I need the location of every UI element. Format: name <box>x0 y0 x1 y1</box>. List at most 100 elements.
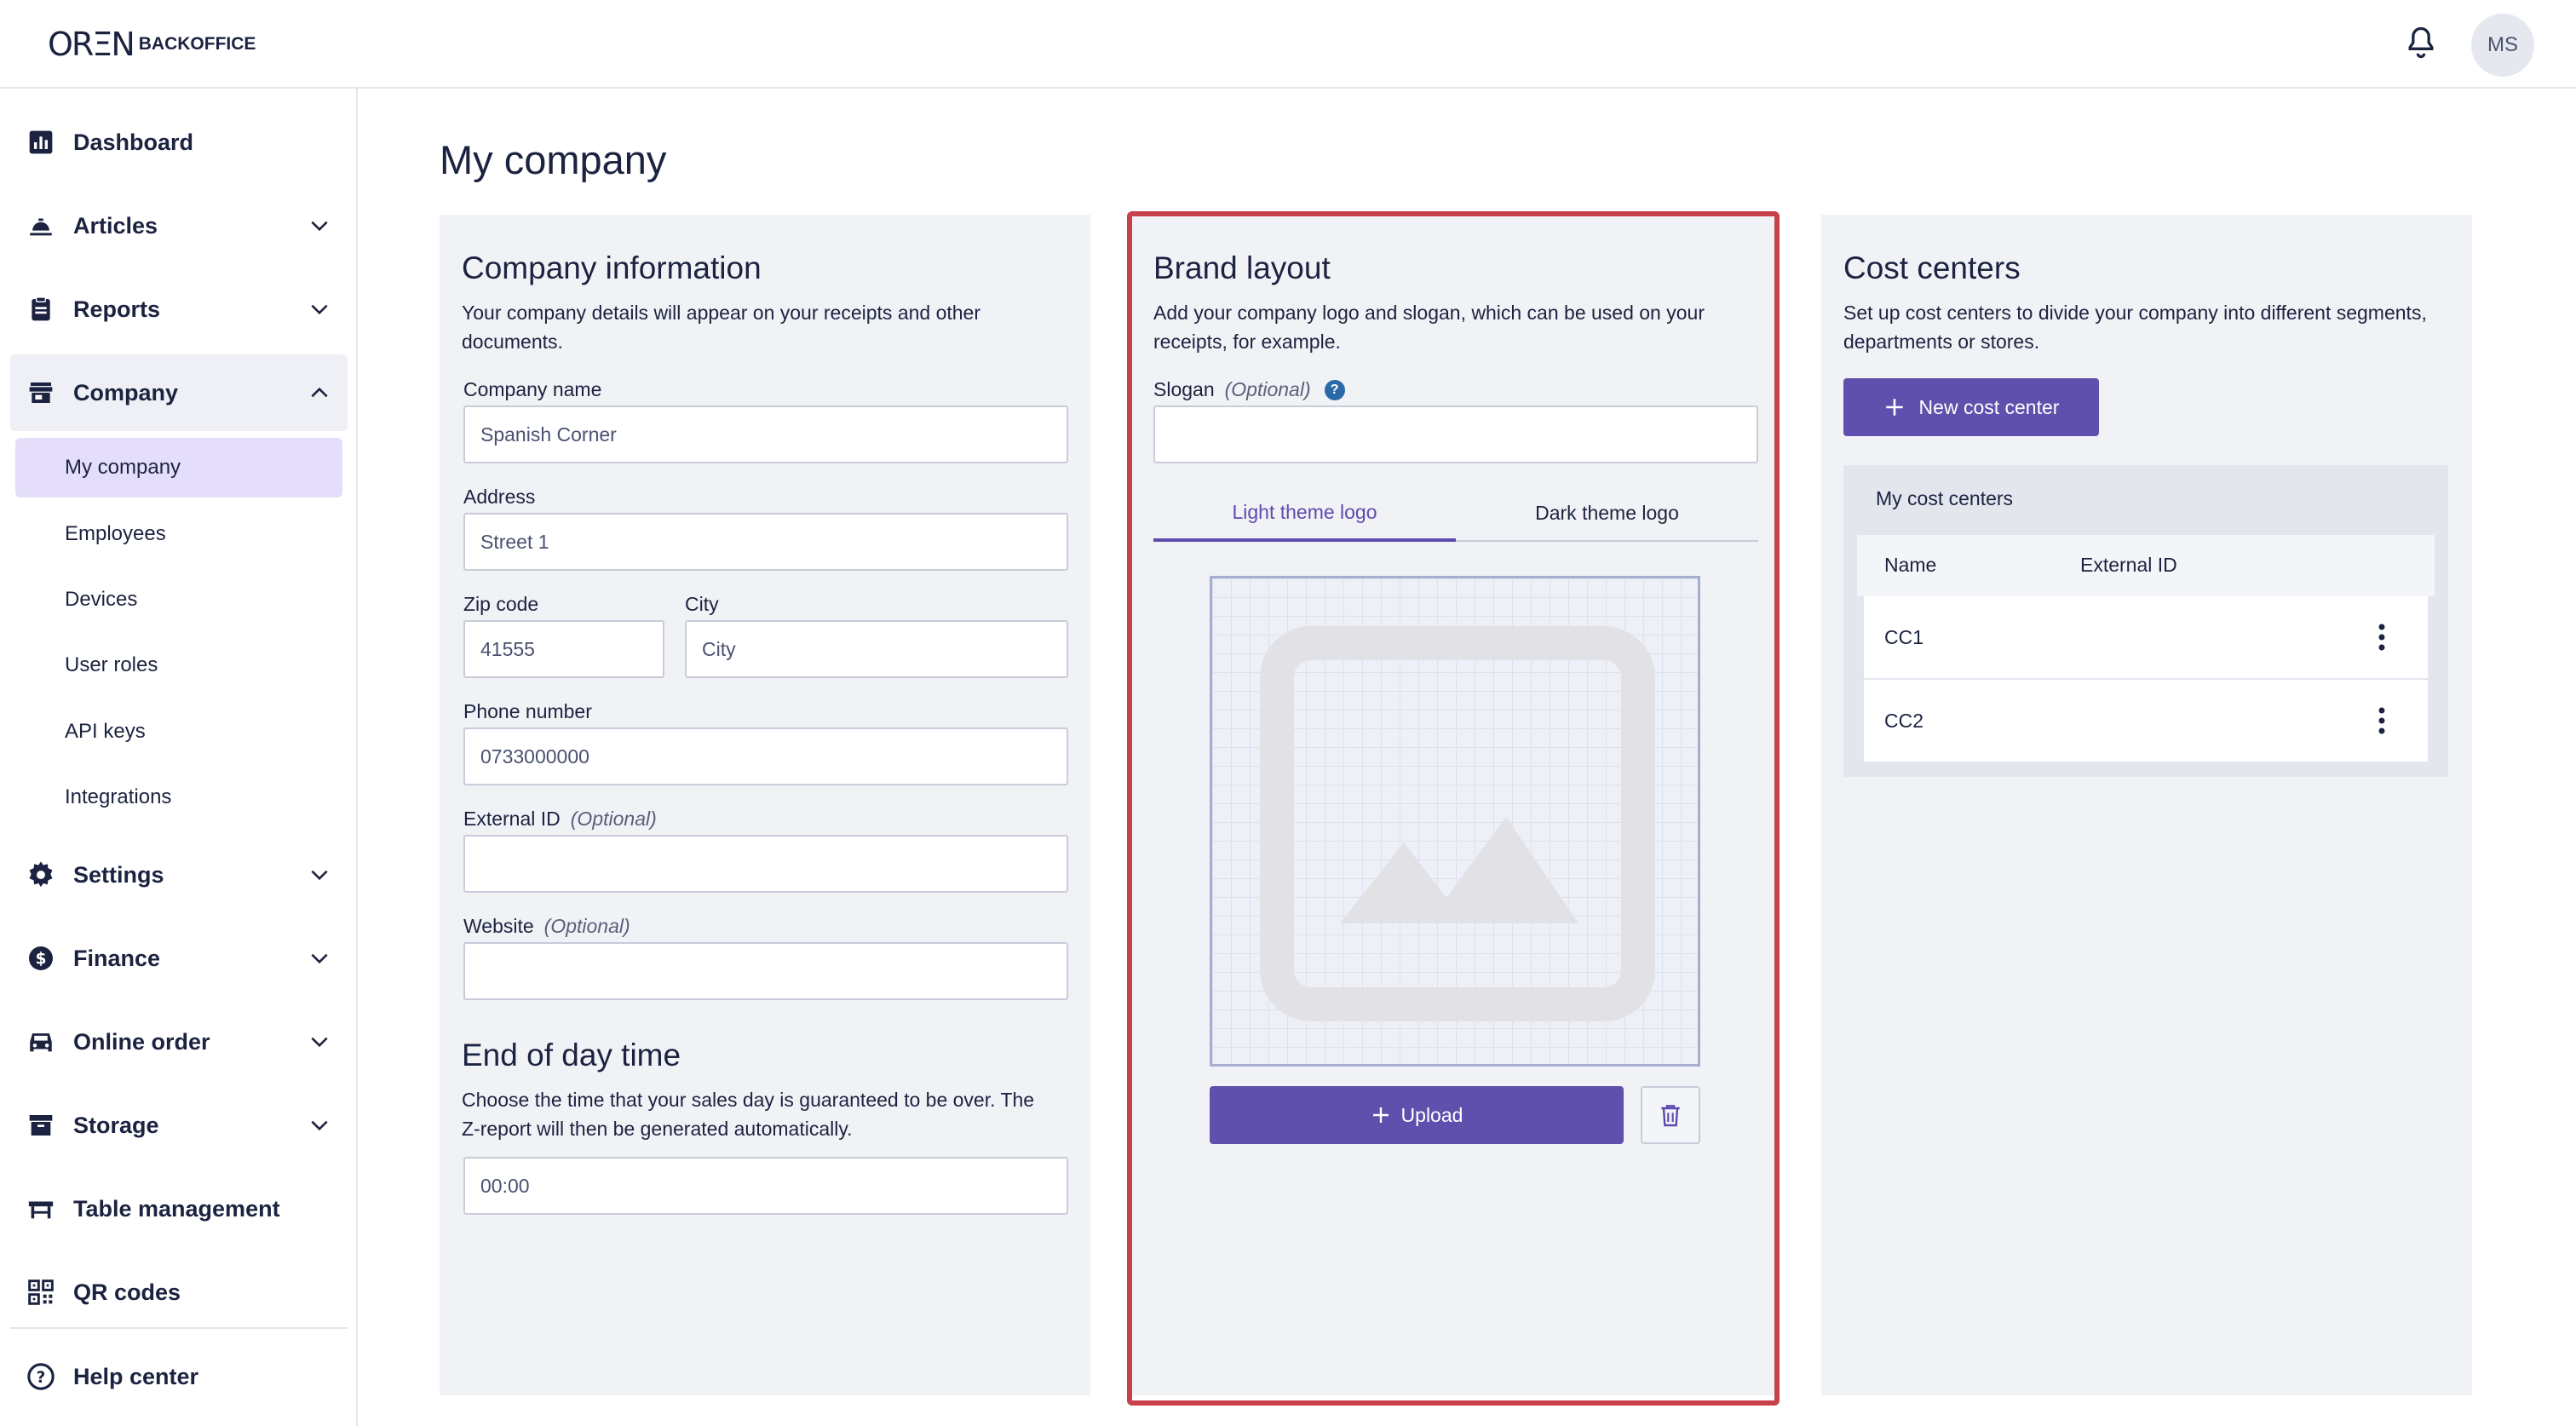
new-cost-center-label: New cost center <box>1918 395 2060 418</box>
logo-mark: ORΞN <box>48 26 135 63</box>
dashboard-icon <box>24 125 58 159</box>
address-label: Address <box>463 486 536 508</box>
upload-button-label: Upload <box>1400 1103 1463 1126</box>
upload-button[interactable]: Upload <box>1210 1086 1624 1144</box>
sidebar-item-help-center[interactable]: ? Help center <box>10 1338 348 1415</box>
card-title: Company information <box>462 250 762 285</box>
image-placeholder-icon <box>1260 626 1655 1021</box>
company-information-card: Company information Your company details… <box>440 215 1090 1395</box>
tab-light-theme-logo[interactable]: Light theme logo <box>1153 486 1456 542</box>
optional-hint: (Optional) <box>543 915 630 937</box>
sidebar-item-storage[interactable]: Storage <box>10 1087 348 1164</box>
card-title: Brand layout <box>1153 250 1331 285</box>
storage-icon <box>24 1108 58 1142</box>
sidebar-item-label: Settings <box>73 861 164 888</box>
trash-icon <box>1661 1105 1680 1127</box>
sidebar-item-label: QR codes <box>73 1279 181 1305</box>
city-input[interactable]: City <box>685 620 1068 678</box>
table-row[interactable]: CC1 <box>1864 596 2428 678</box>
card-description: Set up cost centers to divide your compa… <box>1843 302 2427 353</box>
slogan-label: Slogan (Optional) ? <box>1153 378 1345 401</box>
dollar-icon: $ <box>24 941 58 975</box>
column-header-name: Name <box>1884 554 1937 576</box>
phone-number-input[interactable]: 0733000000 <box>463 727 1068 785</box>
sidebar: Dashboard Articles Reports Company My co… <box>0 89 358 1426</box>
articles-icon <box>24 209 58 243</box>
chevron-down-icon <box>311 221 328 232</box>
phone-number-label: Phone number <box>463 700 592 722</box>
sidebar-item-label: Articles <box>73 212 158 239</box>
sidebar-subitem-integrations[interactable]: Integrations <box>65 785 172 808</box>
optional-hint: (Optional) <box>1224 378 1311 400</box>
page-title: My company <box>440 137 667 182</box>
cost-centers-panel-title: My cost centers <box>1876 487 2014 509</box>
logo-preview[interactable] <box>1210 576 1700 1067</box>
gear-icon <box>24 858 58 892</box>
logo-theme-tabs: Light theme logo Dark theme logo <box>1153 486 1758 542</box>
sidebar-item-label: Reports <box>73 296 161 322</box>
more-options-icon[interactable] <box>2378 705 2385 736</box>
card-title: Cost centers <box>1843 250 2021 285</box>
sidebar-item-finance[interactable]: $ Finance <box>10 920 348 997</box>
sidebar-subitem-devices[interactable]: Devices <box>65 588 138 611</box>
external-id-input[interactable] <box>463 835 1068 893</box>
sidebar-item-articles[interactable]: Articles <box>10 187 348 264</box>
tab-dark-theme-logo[interactable]: Dark theme logo <box>1535 501 1679 524</box>
svg-text:$: $ <box>36 951 47 969</box>
chevron-up-icon <box>311 387 328 398</box>
sidebar-item-online-order[interactable]: Online order <box>10 1003 348 1080</box>
user-avatar[interactable]: MS <box>2471 14 2534 77</box>
cost-centers-panel: My cost centers Name External ID CC1 CC2 <box>1843 465 2448 777</box>
help-tooltip-icon[interactable]: ? <box>1324 379 1345 400</box>
sidebar-item-qr-codes[interactable]: QR codes <box>10 1254 348 1331</box>
sidebar-subitem-my-company[interactable]: My company <box>15 438 342 497</box>
sidebar-item-dashboard[interactable]: Dashboard <box>10 104 348 181</box>
bell-icon[interactable] <box>2402 24 2440 61</box>
company-name-input[interactable]: Spanish Corner <box>463 405 1068 463</box>
chevron-down-icon <box>311 953 328 964</box>
sidebar-divider <box>10 1327 348 1329</box>
sidebar-item-reports[interactable]: Reports <box>10 271 348 348</box>
sidebar-item-company[interactable]: Company <box>10 354 348 431</box>
slogan-input[interactable] <box>1153 405 1758 463</box>
brand-layout-card: Brand layout Add your company logo and s… <box>1131 215 1775 1395</box>
website-label: Website (Optional) <box>463 915 630 938</box>
external-id-label: External ID (Optional) <box>463 808 657 831</box>
more-options-icon[interactable] <box>2378 622 2385 653</box>
zip-code-label: Zip code <box>463 593 539 615</box>
zip-code-input[interactable]: 41555 <box>463 620 664 678</box>
app-logo[interactable]: ORΞN BACKOFFICE <box>48 26 256 63</box>
sidebar-subitem-user-roles[interactable]: User roles <box>65 653 158 676</box>
table-row[interactable]: CC2 <box>1864 680 2428 762</box>
plus-icon <box>1372 1107 1389 1123</box>
website-label-text: Website <box>463 915 534 937</box>
cost-centers-card: Cost centers Set up cost centers to divi… <box>1821 215 2472 1395</box>
sidebar-item-label: Dashboard <box>73 129 194 155</box>
card-description: Your company details will appear on your… <box>462 302 981 353</box>
end-of-day-title: End of day time <box>462 1038 681 1072</box>
sidebar-item-label: Online order <box>73 1028 210 1055</box>
sidebar-subitem-employees[interactable]: Employees <box>65 522 166 545</box>
sidebar-item-label: Help center <box>73 1363 199 1389</box>
card-description: Add your company logo and slogan, which … <box>1153 302 1705 353</box>
car-icon <box>24 1025 58 1059</box>
table-icon <box>24 1192 58 1226</box>
logo-text: BACKOFFICE <box>138 34 256 54</box>
help-icon: ? <box>24 1360 58 1394</box>
chevron-down-icon <box>311 304 328 315</box>
sidebar-item-table-management[interactable]: Table management <box>10 1170 348 1247</box>
qr-icon <box>24 1275 58 1309</box>
delete-logo-button[interactable] <box>1641 1086 1700 1144</box>
sidebar-item-settings[interactable]: Settings <box>10 837 348 913</box>
plus-icon <box>1885 399 1903 416</box>
cost-center-name: CC1 <box>1884 625 1924 648</box>
chevron-down-icon <box>311 1037 328 1048</box>
table-header: Name External ID <box>1857 535 2435 596</box>
end-of-day-time-input[interactable]: 00:00 <box>463 1157 1068 1215</box>
chevron-down-icon <box>311 1120 328 1131</box>
website-input[interactable] <box>463 942 1068 1000</box>
sidebar-subitem-api-keys[interactable]: API keys <box>65 720 146 743</box>
cost-center-name: CC2 <box>1884 709 1924 732</box>
address-input[interactable]: Street 1 <box>463 513 1068 571</box>
new-cost-center-button[interactable]: New cost center <box>1843 378 2099 436</box>
